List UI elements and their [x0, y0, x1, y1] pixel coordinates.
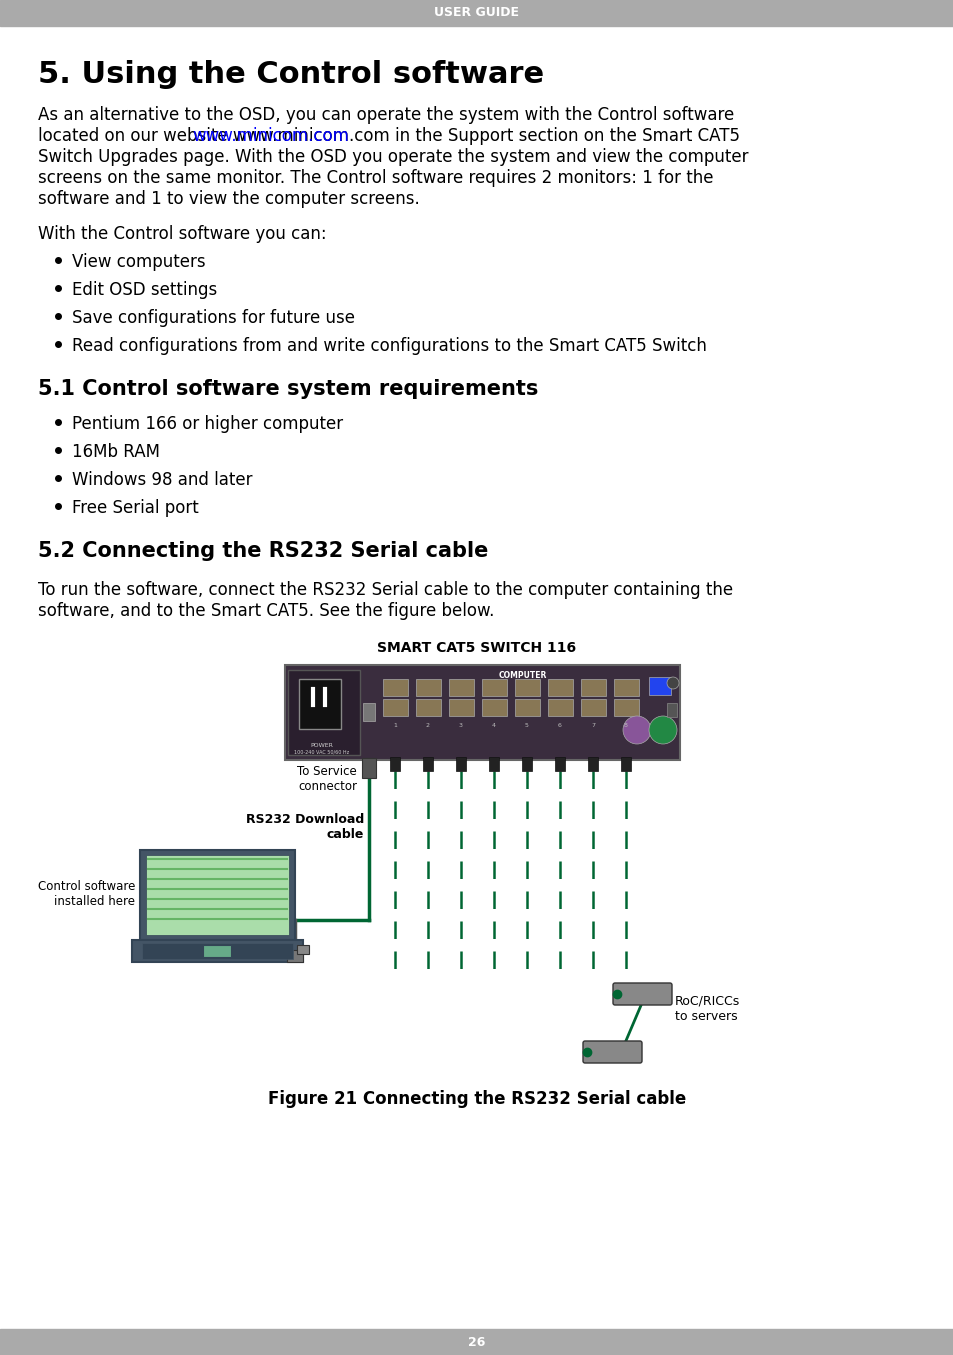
Text: With the Control software you can:: With the Control software you can:	[38, 225, 326, 243]
Bar	[416, 679, 440, 696]
Text: 6: 6	[558, 724, 561, 728]
Bar	[614, 679, 639, 696]
Bar	[0, 0, 953, 26]
Bar	[363, 703, 375, 721]
Bar	[361, 757, 375, 778]
Text: 5: 5	[524, 724, 528, 728]
Bar	[288, 669, 359, 755]
Text: 8: 8	[623, 724, 627, 728]
Text: Windows 98 and later: Windows 98 and later	[71, 472, 253, 489]
Bar	[456, 757, 465, 771]
Bar	[587, 757, 598, 771]
Text: RS232 Download
cable: RS232 Download cable	[246, 813, 364, 841]
Text: COMPUTER: COMPUTER	[498, 671, 547, 680]
Bar	[0, 1329, 953, 1355]
Text: 2: 2	[426, 724, 430, 728]
Bar	[620, 757, 630, 771]
Bar	[515, 699, 539, 715]
Bar	[666, 703, 677, 717]
Text: Free Serial port: Free Serial port	[71, 499, 198, 518]
Bar	[416, 699, 440, 715]
Bar	[146, 855, 289, 935]
Bar	[521, 757, 532, 771]
Text: Save configurations for future use: Save configurations for future use	[71, 309, 355, 327]
Bar	[449, 679, 474, 696]
FancyBboxPatch shape	[613, 982, 671, 1005]
Bar	[140, 850, 294, 940]
Text: www.minicom.com: www.minicom.com	[192, 127, 349, 145]
Bar	[555, 757, 564, 771]
Bar	[648, 678, 670, 695]
Bar	[489, 757, 498, 771]
Text: 26: 26	[468, 1336, 485, 1348]
Text: Pentium 166 or higher computer: Pentium 166 or higher computer	[71, 415, 343, 434]
Text: View computers: View computers	[71, 253, 206, 271]
Text: 5.1 Control software system requirements: 5.1 Control software system requirements	[38, 379, 537, 398]
Text: SMART CAT5 SWITCH 116: SMART CAT5 SWITCH 116	[377, 641, 576, 654]
Bar	[580, 679, 605, 696]
Text: USER GUIDE: USER GUIDE	[434, 7, 519, 19]
Bar	[547, 699, 573, 715]
Bar	[298, 679, 340, 729]
Text: screens on the same monitor. The Control software requires 2 monitors: 1 for the: screens on the same monitor. The Control…	[38, 169, 713, 187]
Bar	[547, 679, 573, 696]
FancyBboxPatch shape	[582, 1041, 641, 1064]
Bar	[285, 665, 679, 760]
Text: POWER: POWER	[311, 743, 334, 748]
Text: located on our website www.minicom.com in the Support section on the Smart CAT5: located on our website www.minicom.com i…	[38, 127, 740, 145]
Bar	[481, 699, 506, 715]
Text: 100-240 VAC 50/60 Hz: 100-240 VAC 50/60 Hz	[294, 749, 349, 753]
Text: 1: 1	[393, 724, 396, 728]
Text: Edit OSD settings: Edit OSD settings	[71, 280, 217, 299]
Bar	[614, 699, 639, 715]
Bar	[580, 699, 605, 715]
Text: RoC/RICCs
to servers: RoC/RICCs to servers	[675, 995, 740, 1023]
Bar	[382, 699, 408, 715]
Text: software, and to the Smart CAT5. See the figure below.: software, and to the Smart CAT5. See the…	[38, 602, 494, 621]
Bar	[142, 943, 293, 959]
Text: 16Mb RAM: 16Mb RAM	[71, 443, 160, 461]
Bar	[287, 950, 303, 962]
Bar	[203, 944, 231, 957]
Text: To Service
connector: To Service connector	[297, 766, 356, 793]
Bar	[132, 940, 303, 962]
Circle shape	[648, 715, 677, 744]
Text: As an alternative to the OSD, you can operate the system with the Control softwa: As an alternative to the OSD, you can op…	[38, 106, 734, 125]
Text: Figure 21 Connecting the RS232 Serial cable: Figure 21 Connecting the RS232 Serial ca…	[268, 1089, 685, 1108]
Circle shape	[622, 715, 650, 744]
Text: 4: 4	[492, 724, 496, 728]
Text: Switch Upgrades page. With the OSD you operate the system and view the computer: Switch Upgrades page. With the OSD you o…	[38, 148, 748, 167]
Text: 5.2 Connecting the RS232 Serial cable: 5.2 Connecting the RS232 Serial cable	[38, 541, 488, 561]
Bar	[390, 757, 399, 771]
Text: To run the software, connect the RS232 Serial cable to the computer containing t: To run the software, connect the RS232 S…	[38, 581, 732, 599]
Bar	[296, 944, 309, 954]
Text: 5. Using the Control software: 5. Using the Control software	[38, 60, 543, 89]
Text: 3: 3	[458, 724, 462, 728]
Bar	[422, 757, 433, 771]
Bar	[515, 679, 539, 696]
Text: Control software
installed here: Control software installed here	[37, 879, 135, 908]
Text: 7: 7	[590, 724, 595, 728]
Bar	[449, 699, 474, 715]
Circle shape	[666, 678, 679, 688]
Bar	[382, 679, 408, 696]
Text: software and 1 to view the computer screens.: software and 1 to view the computer scre…	[38, 190, 419, 209]
Bar	[481, 679, 506, 696]
Text: Read configurations from and write configurations to the Smart CAT5 Switch: Read configurations from and write confi…	[71, 337, 706, 355]
